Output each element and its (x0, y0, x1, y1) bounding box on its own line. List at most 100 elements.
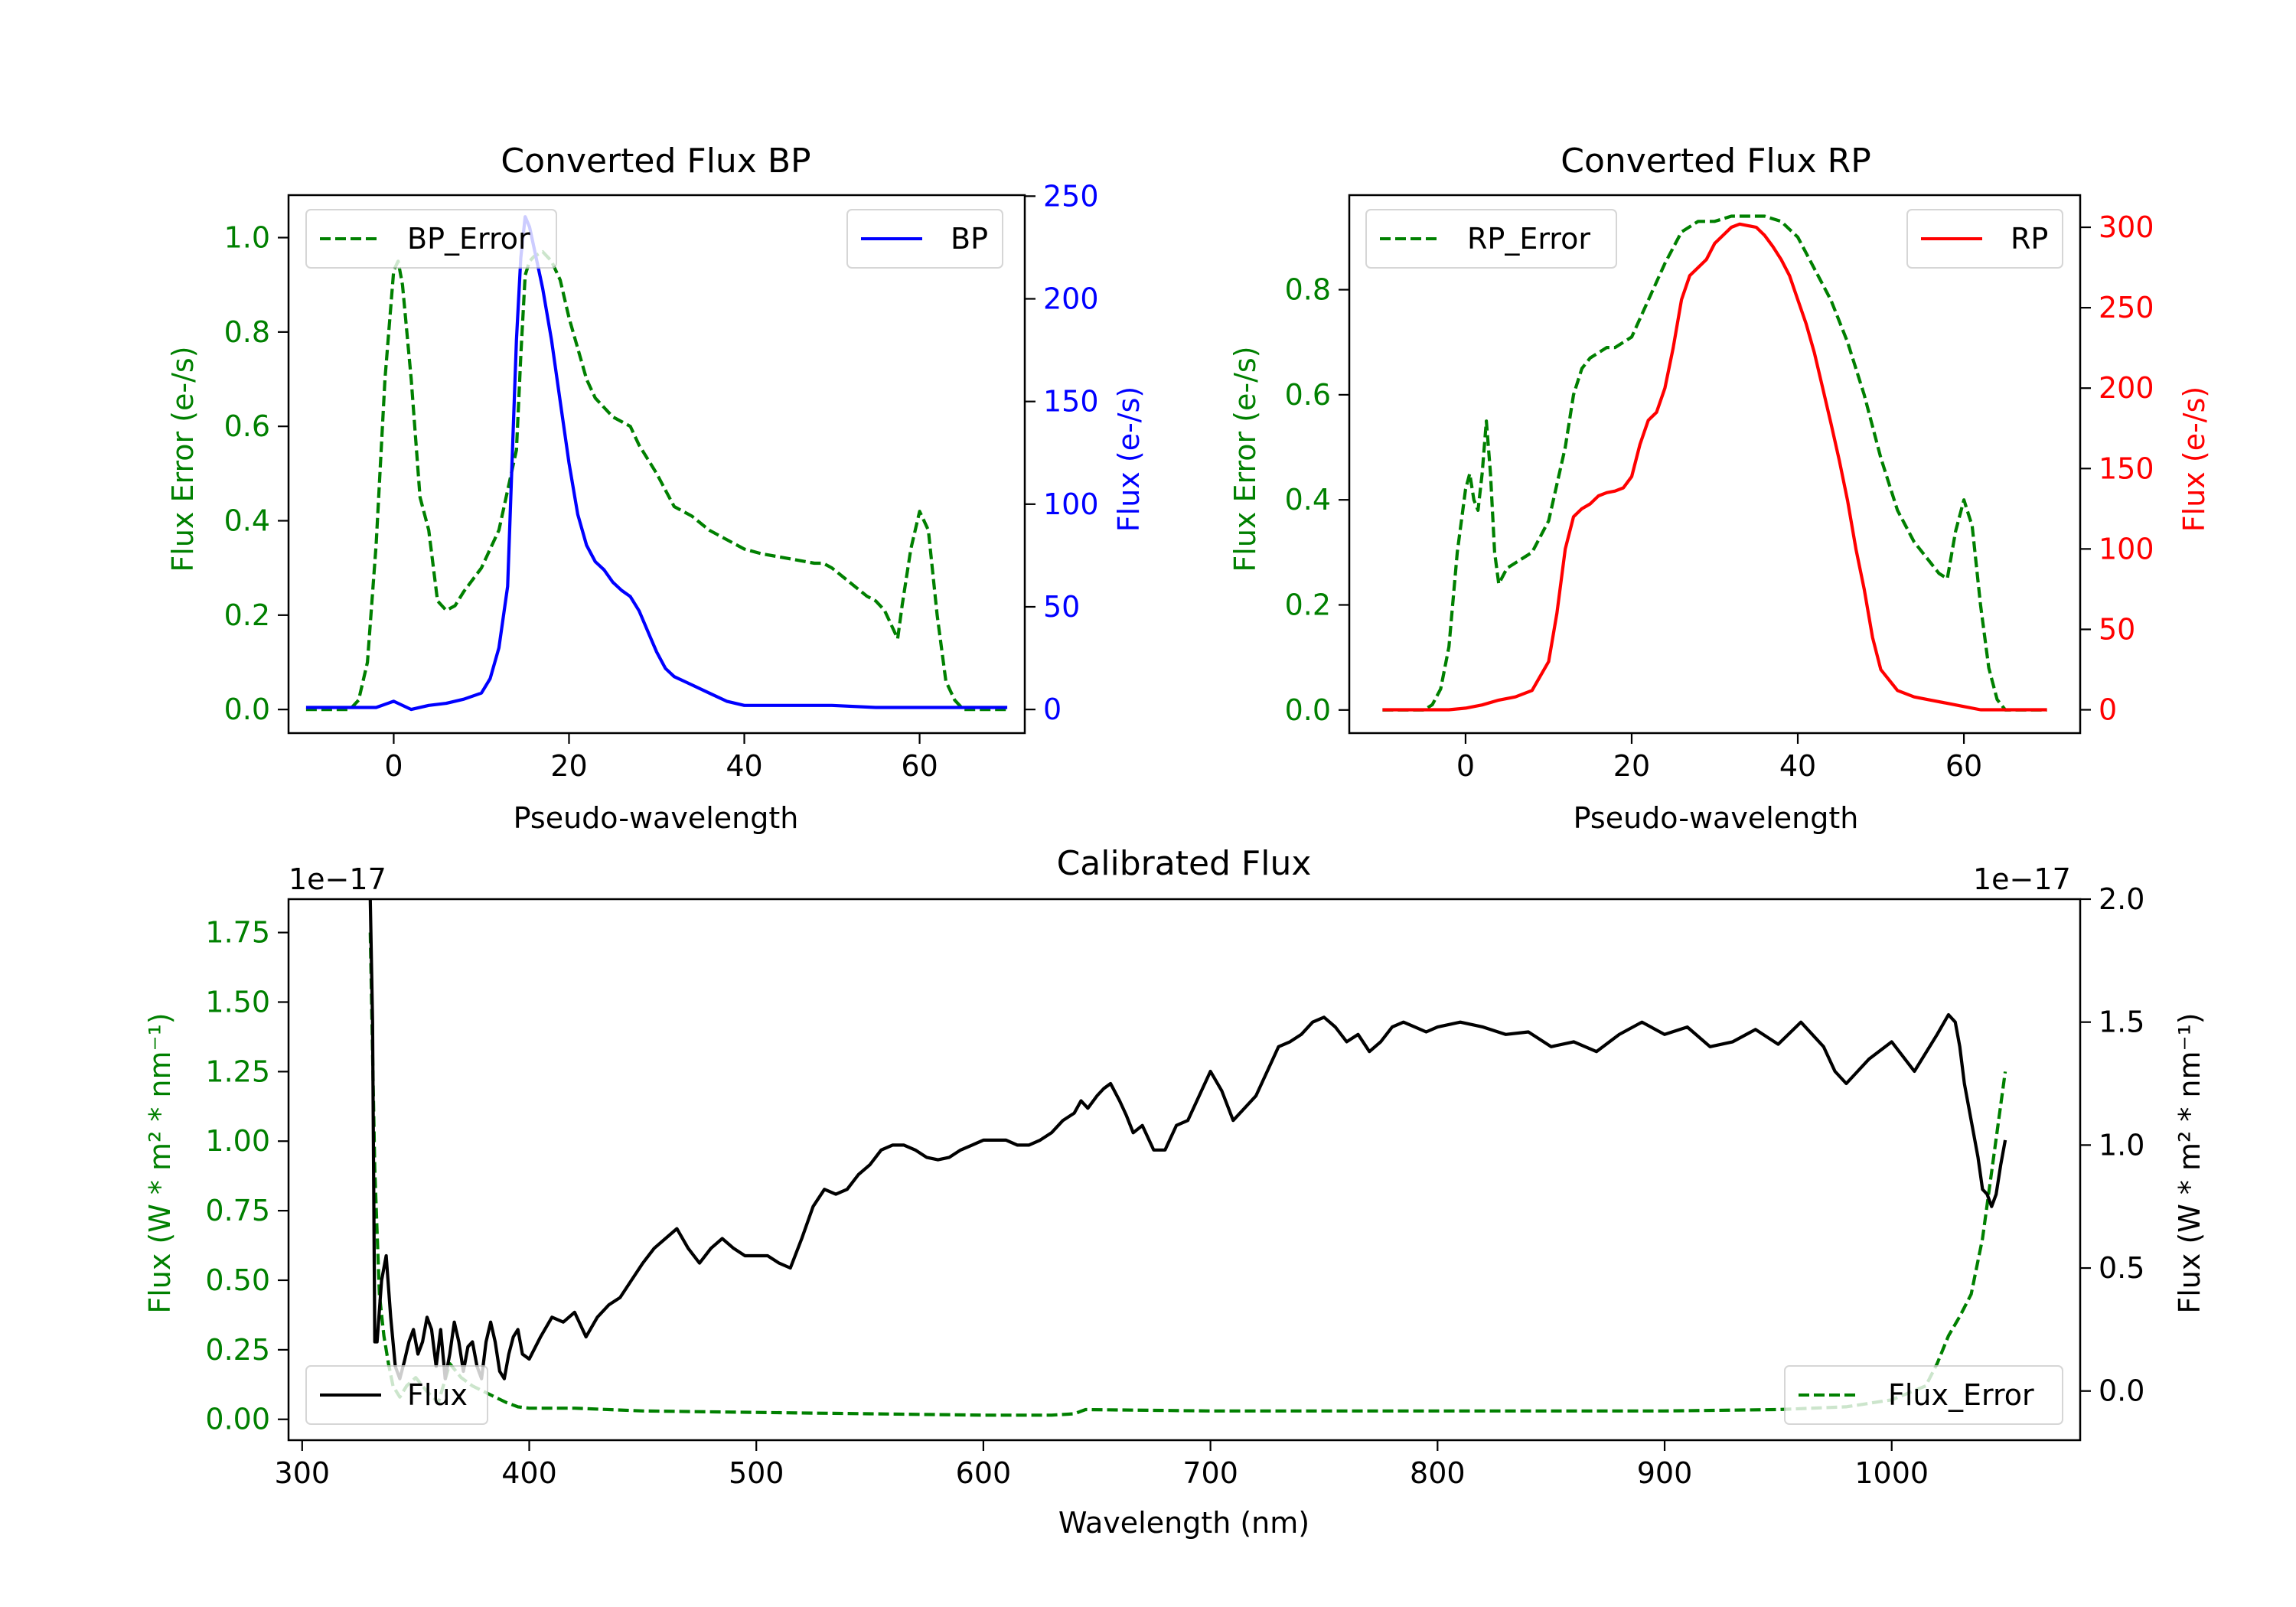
rp-ytick-right-label: 200 (2099, 371, 2154, 405)
rp-legend-flux-box (1906, 209, 2063, 269)
rp-plot: 0 20 40 60 0.0 0.2 0.4 0.6 0.8 0 50 100 150 200 250 300 (1285, 194, 2154, 783)
calibrated-xtick-label: 700 (1182, 1456, 1238, 1490)
bp-ylabel-right: Flux (e-/s) (1112, 386, 1146, 532)
calibrated-xtick-label: 600 (956, 1456, 1012, 1490)
rp-title: Converted Flux RP (1561, 142, 1871, 181)
calibrated-legend-flux-label: Flux (407, 1378, 468, 1412)
calibrated-ytick-left-label: 1.75 (205, 916, 270, 950)
bp-panel: Converted Flux BP 0 20 40 60 0.0 0.2 0.4 0.6 0.8… (166, 142, 1146, 835)
bp-xlabel: Pseudo-wavelength (514, 801, 799, 835)
rp-ylabel-left: Flux Error (e-/s) (1228, 346, 1262, 572)
bp-series-bp-error (305, 249, 1008, 712)
calibrated-xtick-label: 900 (1637, 1456, 1693, 1490)
calibrated-ylabel-left: Flux (W * m² * nm⁻¹) (143, 1012, 177, 1313)
bp-ytick-right-label: 100 (1043, 487, 1099, 521)
bp-xtick-label: 40 (726, 749, 762, 783)
bp-ytick-left-label: 0.8 (224, 315, 270, 349)
calibrated-offset-left: 1e−17 (289, 862, 386, 896)
rp-ytick-left-label: 0.6 (1285, 378, 1331, 412)
bp-legend-flux-box (846, 209, 1003, 269)
calibrated-ytick-right-label: 1.5 (2099, 1006, 2144, 1039)
calibrated-legend-error-label: Flux_Error (1888, 1378, 2034, 1412)
calibrated-axes-frame (287, 898, 2082, 1442)
bp-legend-flux: BP (846, 209, 1003, 269)
calibrated-xtick-label: 1000 (1854, 1456, 1929, 1490)
bp-legend-error-box (305, 209, 557, 269)
bp-legend-error: BP_Error (305, 209, 557, 269)
rp-ytick-left-label: 0.2 (1285, 588, 1331, 621)
rp-ytick-right-label: 300 (2099, 210, 2154, 244)
bp-ytick-right-label: 50 (1043, 590, 1080, 624)
bp-plot: 0 20 40 60 0.0 0.2 0.4 0.6 0.8 1.0 0 50 100 150 200 250 (224, 179, 1099, 783)
rp-ytick-right-label: 50 (2099, 612, 2135, 646)
rp-ylabel-right: Flux (e-/s) (2177, 386, 2211, 532)
bp-xtick-label: 60 (901, 749, 938, 783)
calibrated-series-flux-error (368, 932, 2007, 1417)
rp-ytick-right-label: 100 (2099, 532, 2154, 566)
calibrated-ytick-right-label: 0.0 (2099, 1374, 2144, 1408)
bp-ytick-left-label: 1.0 (224, 221, 270, 255)
calibrated-ytick-right-label: 2.0 (2099, 882, 2144, 916)
bp-legend-flux-label: BP (951, 222, 988, 256)
bp-ytick-left-label: 0.6 (224, 409, 270, 443)
bp-ytick-left-label: 0.0 (224, 693, 270, 726)
rp-legend-flux: RP (1906, 209, 2063, 269)
rp-ytick-left-label: 0.8 (1285, 273, 1331, 307)
bp-legend-error-label: BP_Error (407, 222, 530, 256)
calibrated-xtick-label: 300 (275, 1456, 331, 1490)
rp-ytick-right-label: 250 (2099, 291, 2154, 324)
calibrated-ytick-right-label: 1.0 (2099, 1128, 2144, 1162)
calibrated-legend-error-box (1784, 1365, 2063, 1425)
rp-legend-error-box (1365, 209, 1617, 269)
calibrated-series-flux (368, 899, 2007, 1380)
rp-legend-flux-label: RP (2011, 222, 2048, 256)
calibrated-legend-flux: Flux (305, 1365, 488, 1425)
bp-xtick-label: 20 (550, 749, 587, 783)
calibrated-ylabel-right: Flux (W * m² * nm⁻¹) (2173, 1012, 2206, 1313)
bp-series-bp (305, 215, 1008, 712)
calibrated-xtick-label: 400 (501, 1456, 557, 1490)
calibrated-ytick-right-label: 0.5 (2099, 1251, 2144, 1285)
rp-ytick-left-label: 0.4 (1285, 483, 1331, 517)
rp-ytick-left-label: 0.0 (1285, 693, 1331, 727)
calibrated-ytick-left-label: 0.75 (205, 1194, 270, 1227)
bp-ytick-right-label: 150 (1043, 385, 1099, 419)
calibrated-xtick-label: 500 (729, 1456, 784, 1490)
rp-xtick-label: 0 (1456, 749, 1475, 783)
bp-ytick-right-label: 200 (1043, 282, 1099, 316)
calibrated-xtick-label: 800 (1410, 1456, 1466, 1490)
rp-xtick-label: 40 (1779, 749, 1816, 783)
calibrated-ytick-left-label: 0.50 (205, 1263, 270, 1297)
bp-ytick-right-label: 0 (1043, 693, 1062, 726)
calibrated-panel: Calibrated Flux 300 400 500 600 700 800 900 100… (143, 844, 2206, 1540)
calibrated-ytick-left-label: 1.00 (205, 1124, 270, 1158)
calibrated-ytick-left-label: 0.25 (205, 1333, 270, 1367)
rp-series-rp (1382, 222, 2047, 712)
rp-xtick-label: 20 (1613, 749, 1650, 783)
rp-xtick-label: 60 (1945, 749, 1982, 783)
rp-series-rp-error (1382, 214, 2047, 712)
bp-ylabel-left: Flux Error (e-/s) (166, 346, 200, 572)
rp-panel: Converted Flux RP 0 20 40 60 0.0 0.2 0.4 0.6 0.8… (1228, 142, 2211, 835)
rp-xlabel: Pseudo-wavelength (1574, 801, 1859, 835)
bp-ytick-right-label: 250 (1043, 179, 1099, 213)
calibrated-ytick-left-label: 1.25 (205, 1054, 270, 1088)
rp-legend-error: RP_Error (1365, 209, 1617, 269)
calibrated-xlabel: Wavelength (nm) (1058, 1506, 1309, 1540)
rp-legend-error-label: RP_Error (1467, 222, 1590, 256)
bp-ytick-left-label: 0.2 (224, 598, 270, 632)
rp-axes-frame (1348, 194, 2082, 735)
bp-xtick-label: 0 (384, 749, 403, 783)
bp-ytick-left-label: 0.4 (224, 504, 270, 538)
bp-title: Converted Flux BP (501, 142, 810, 181)
bp-axes-frame (287, 194, 1026, 735)
calibrated-offset-right: 1e−17 (1973, 862, 2071, 896)
calibrated-legend-error: Flux_Error (1784, 1365, 2063, 1425)
calibrated-legend-flux-box (305, 1365, 488, 1425)
rp-ytick-right-label: 150 (2099, 451, 2154, 485)
calibrated-ytick-left-label: 0.00 (205, 1403, 270, 1436)
calibrated-ytick-left-label: 1.50 (205, 985, 270, 1019)
rp-ytick-right-label: 0 (2099, 693, 2117, 727)
calibrated-title: Calibrated Flux (1057, 844, 1312, 883)
